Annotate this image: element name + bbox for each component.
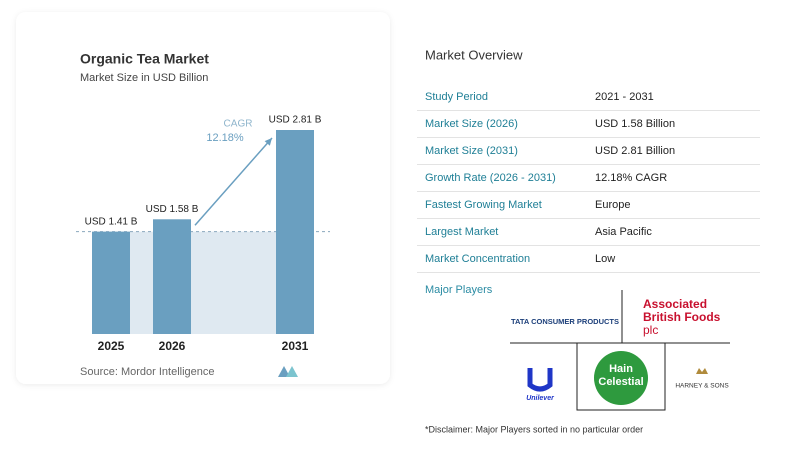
logo-hain: Hain — [609, 363, 633, 375]
row-background — [417, 138, 760, 164]
chart-subtitle: Market Size in USD Billion — [80, 72, 208, 84]
row-label: Largest Market — [425, 226, 498, 238]
logo-hain: Celestial — [598, 376, 643, 388]
logo-hain-badge — [594, 351, 648, 405]
logo-tata: TATA CONSUMER PRODUCTS — [511, 317, 619, 326]
growth-arrow-head — [264, 138, 272, 146]
brand-icon — [278, 366, 298, 377]
bar — [153, 219, 191, 334]
chart-title: Organic Tea Market — [80, 51, 209, 67]
row-label: Study Period — [425, 91, 488, 103]
source: Source: Mordor Intelligence — [80, 366, 215, 378]
bar — [92, 231, 130, 334]
logo-abf: Associated — [643, 297, 707, 311]
bar — [276, 130, 314, 334]
row-label: Market Size (2031) — [425, 145, 518, 157]
value-label: USD 1.41 B — [85, 216, 138, 227]
row-value: USD 1.58 Billion — [595, 118, 675, 130]
overview-title: Market Overview — [425, 47, 523, 62]
cagr-label: CAGR — [224, 119, 253, 130]
logo-harney-crown — [696, 368, 708, 374]
value-label: USD 1.58 B — [146, 204, 199, 215]
row-background — [417, 192, 760, 218]
row-value: 2021 - 2031 — [595, 91, 654, 103]
row-value: Asia Pacific — [595, 226, 652, 238]
row-label: Growth Rate (2026 - 2031) — [425, 172, 556, 184]
x-tick-label: 2031 — [282, 339, 309, 353]
row-background — [417, 111, 760, 137]
logo-harney: HARNEY & SONS — [675, 383, 729, 390]
row-label: Market Concentration — [425, 253, 530, 265]
row-background — [417, 219, 760, 245]
row-label: Market Size (2026) — [425, 118, 518, 130]
logo-abf: plc — [643, 323, 658, 337]
logo-unilever: Unilever — [526, 395, 555, 402]
row-value: 12.18% CAGR — [595, 172, 667, 184]
value-label: USD 2.81 B — [269, 115, 322, 126]
row-value: USD 2.81 Billion — [595, 145, 675, 157]
row-value: Europe — [595, 199, 630, 211]
growth-arrow — [194, 137, 273, 226]
x-tick-label: 2026 — [159, 339, 186, 353]
row-value: Low — [595, 253, 615, 265]
row-background — [417, 246, 760, 272]
logo-abf: British Foods — [643, 310, 721, 324]
row-background — [417, 165, 760, 191]
row-label: Fastest Growing Market — [425, 199, 542, 211]
x-tick-label: 2025 — [98, 339, 125, 353]
cagr-value: 12.18% — [206, 132, 244, 144]
row-background — [417, 84, 760, 110]
players-grid — [510, 290, 730, 411]
plot — [76, 130, 330, 334]
logo-unilever-mark — [527, 368, 553, 392]
players-title: Major Players — [425, 284, 493, 296]
disclaimer: *Disclaimer: Major Players sorted in no … — [425, 424, 643, 434]
